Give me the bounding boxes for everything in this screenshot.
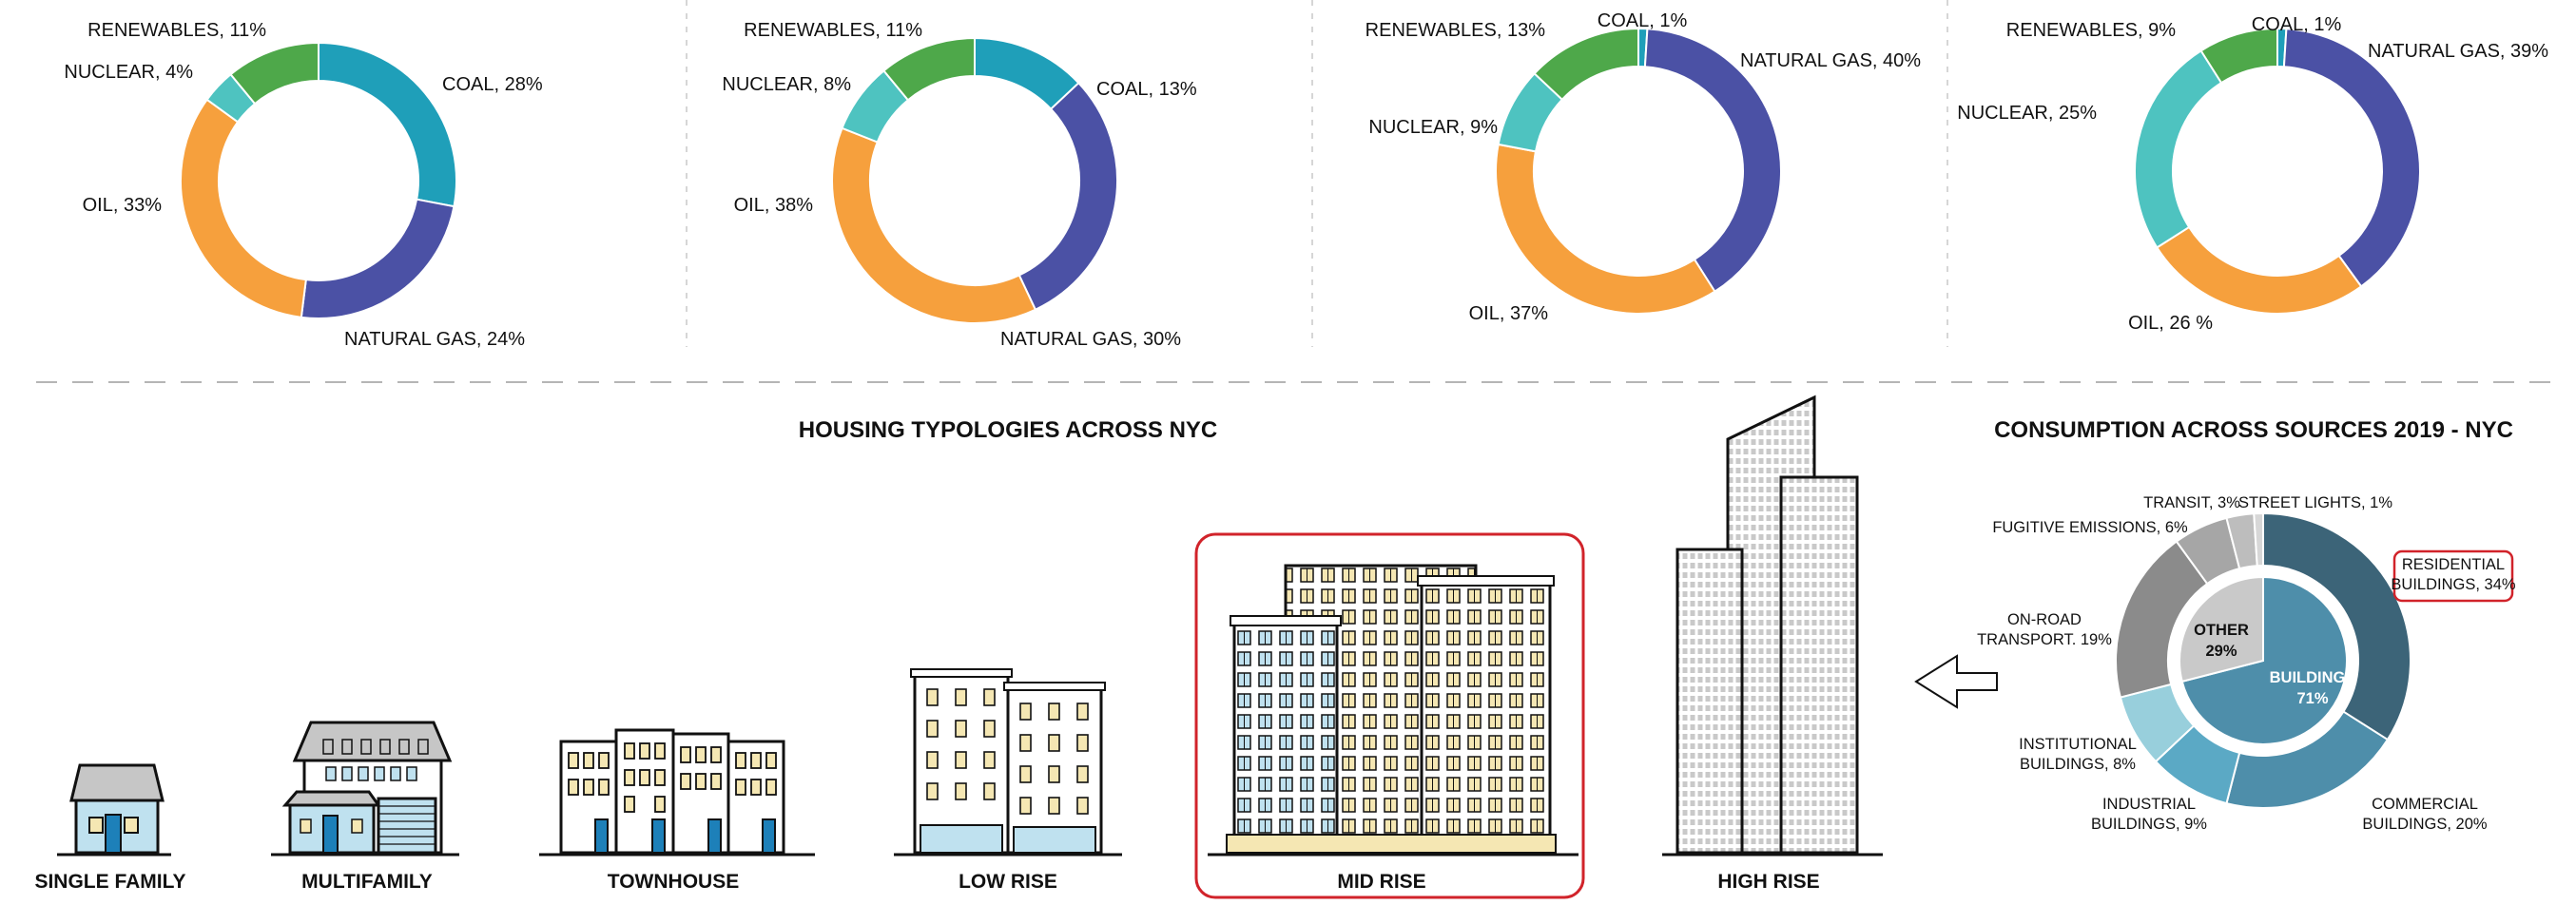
donut-3-label-coal: COAL, 1%: [1598, 10, 1688, 31]
donut-4-slice-oil: [2155, 225, 2363, 315]
donut-2-slice-oil: [831, 126, 1037, 324]
consumption-label-institutional-buildings-8: BUILDINGS, 8%: [2020, 756, 2136, 773]
consumption-label-street-lights-1: STREET LIGHTS, 1%: [2238, 494, 2392, 511]
donut-4-slice-renewables: [2199, 27, 2278, 85]
consumption-nested-donut: BUILDINGS 71% OTHER 29% RESIDENTIAL BUILDINGS…: [1977, 494, 2516, 833]
donut-1-label-nuclear: NUCLEAR, 4%: [64, 62, 193, 83]
consumption-label-institutional-buildings-8: INSTITUTIONAL: [2019, 736, 2137, 753]
consumption-inner-slice-buildings: [2180, 575, 2348, 745]
donut-4-label-nuclear: NUCLEAR, 25%: [1957, 103, 2097, 124]
donut-1-label-coal: COAL, 28%: [442, 74, 543, 95]
consumption-label-industrial-buildings-9: BUILDINGS, 9%: [2091, 816, 2207, 833]
caption-single-family: SINGLE FAMILY: [34, 871, 185, 893]
donut-3-label-renewables: RENEWABLES, 13%: [1365, 20, 1546, 41]
low-rise-building-illustration: [910, 668, 1106, 855]
donut-1-slice-renewables: [229, 41, 320, 106]
donut-3-label-nuclear: NUCLEAR, 9%: [1368, 117, 1498, 138]
donut-2-label-oil: OIL, 38%: [734, 195, 814, 216]
donut-4-label-oil: OIL, 26 %: [2128, 313, 2213, 334]
donut-3-label-oil: OIL, 37%: [1469, 303, 1549, 324]
donut-1-label-natural-gas: NATURAL GAS, 24%: [344, 329, 525, 350]
donut-4-slice-natural-gas: [2282, 28, 2421, 288]
donut-1-label-renewables: RENEWABLES, 11%: [87, 20, 266, 41]
mid-rise-highlight-frame: [1194, 532, 1585, 899]
consumption-inner-label-other: 29%: [2205, 643, 2237, 660]
energy-mix-donut-2: COAL, 13% NATURAL GAS, 30% OIL, 38% NUCLEAR…: [722, 20, 1196, 350]
donut-4-label-renewables: RENEWABLES, 9%: [2006, 20, 2176, 41]
consumption-label-commercial-buildings-20: COMMERCIAL: [2372, 796, 2478, 813]
high-rise-building-illustration: [1675, 395, 1859, 855]
consumption-label-commercial-buildings-20: BUILDINGS, 20%: [2362, 816, 2487, 833]
energy-mix-donut-1: COAL, 28% NATURAL GAS, 24% OIL, 33% NUCLEAR…: [64, 20, 542, 350]
townhouse-illustration: [559, 728, 785, 855]
donut-3-slice-natural-gas: [1643, 28, 1782, 294]
caption-high-rise: HIGH RISE: [1717, 871, 1819, 893]
consumption-label-industrial-buildings-9: INDUSTRIAL: [2102, 796, 2196, 813]
caption-mid-rise: MID RISE: [1337, 871, 1425, 893]
donut-2-label-coal: COAL, 13%: [1096, 79, 1197, 100]
donut-1-slice-natural-gas: [300, 198, 455, 319]
caption-townhouse: TOWNHOUSE: [608, 871, 739, 893]
consumption-inner-label-other: OTHER: [2194, 622, 2249, 639]
multifamily-house-illustration: [281, 721, 453, 855]
donut-2-slice-renewables: [881, 36, 976, 102]
consumption-label-residential-buildings-34: BUILDINGS, 34%: [2391, 576, 2515, 593]
panel-dividers: [686, 0, 1948, 347]
housing-title: HOUSING TYPOLOGIES ACROSS NYC: [799, 417, 1218, 443]
donut-3-slice-oil: [1495, 143, 1716, 315]
consumption-label-fugitive-emissions-6: FUGITIVE EMISSIONS, 6%: [1992, 519, 2188, 536]
donut-1-slice-oil: [180, 98, 307, 318]
mid-rise-building-illustration: [1226, 564, 1557, 855]
energy-mix-donut-3: COAL, 1% NATURAL GAS, 40% OIL, 37% NUCLEAR,…: [1365, 10, 1922, 324]
left-arrow-icon: [1914, 654, 1998, 709]
donut-1-label-oil: OIL, 33%: [83, 195, 163, 216]
consumption-inner-label-buildings: BUILDINGS: [2270, 669, 2356, 686]
donut-3-slice-renewables: [1533, 27, 1639, 102]
caption-multifamily: MULTIFAMILY: [301, 871, 433, 893]
consumption-title: CONSUMPTION ACROSS SOURCES 2019 - NYC: [1994, 417, 2513, 443]
caption-low-rise: LOW RISE: [959, 871, 1057, 893]
housing-captions: SINGLE FAMILY MULTIFAMILY TOWNHOUSE LOW …: [34, 871, 1819, 893]
donut-2-slice-natural-gas: [1017, 81, 1118, 312]
residential-highlight-box: [2392, 549, 2514, 603]
consumption-label-transit-3: TRANSIT, 3%: [2143, 494, 2240, 511]
consumption-outer-slice-residential-buildings-34: [2262, 511, 2411, 741]
donut-1-slice-coal: [318, 41, 457, 208]
donut-4-slice-nuclear: [2134, 48, 2223, 249]
consumption-outer-slice-street-lights-1: [2253, 511, 2264, 568]
consumption-label-residential-buildings-34: RESIDENTIAL: [2402, 556, 2505, 573]
donut-4-label-natural-gas: NATURAL GAS, 39%: [2368, 41, 2548, 62]
consumption-label-on-road-transport-19: TRANSPORT. 19%: [1977, 631, 2112, 648]
donut-3-label-natural-gas: NATURAL GAS, 40%: [1740, 50, 1921, 71]
single-family-house-illustration: [69, 763, 165, 855]
consumption-label-on-road-transport-19: ON-ROAD: [2007, 611, 2082, 628]
energy-mix-donut-4: COAL, 1% NATURAL GAS, 39% OIL, 26 % NUCLEAR…: [1957, 14, 2548, 334]
donut-2-label-natural-gas: NATURAL GAS, 30%: [1000, 329, 1181, 350]
consumption-inner-label-buildings: 71%: [2296, 690, 2328, 707]
consumption-inner-slice-other: [2178, 575, 2264, 683]
donut-2-label-nuclear: NUCLEAR, 8%: [722, 74, 851, 95]
donut-2-label-renewables: RENEWABLES, 11%: [744, 20, 922, 41]
donut-4-label-coal: COAL, 1%: [2252, 14, 2342, 35]
